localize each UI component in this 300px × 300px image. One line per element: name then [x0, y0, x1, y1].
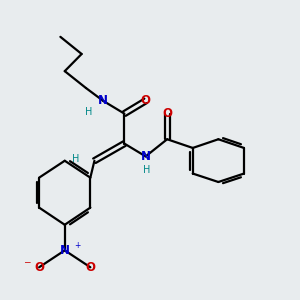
Text: O: O: [34, 261, 44, 274]
Text: O: O: [141, 94, 151, 107]
Text: −: −: [22, 258, 30, 267]
Text: H: H: [143, 166, 151, 176]
Text: H: H: [71, 154, 79, 164]
Text: +: +: [74, 241, 81, 250]
Text: H: H: [85, 107, 93, 117]
Text: N: N: [98, 94, 108, 107]
Text: O: O: [85, 261, 95, 274]
Text: N: N: [60, 244, 70, 257]
Text: N: N: [141, 150, 151, 163]
Text: O: O: [162, 107, 172, 120]
